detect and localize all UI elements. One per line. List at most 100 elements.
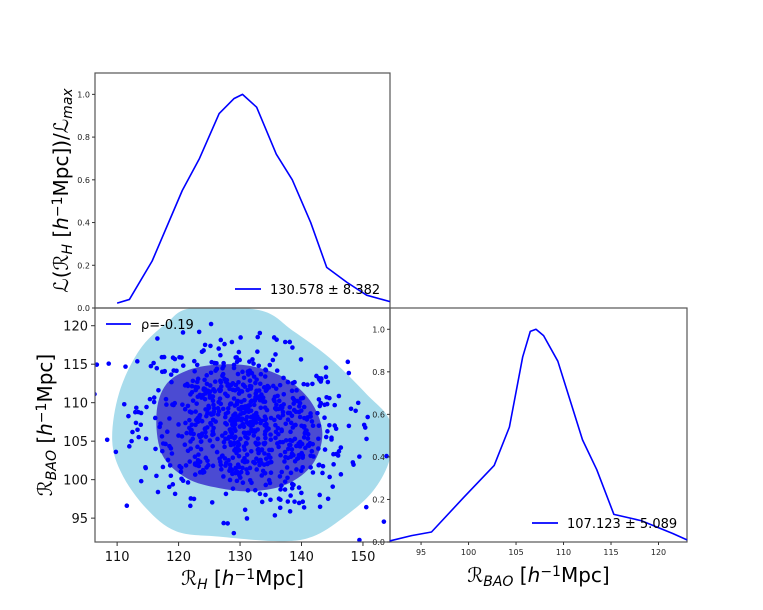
scatter-point	[300, 499, 306, 505]
scatter-point	[273, 352, 278, 357]
scatter-point	[317, 504, 323, 510]
scatter-point	[198, 439, 204, 444]
scatter-point	[210, 444, 215, 449]
panel-frame	[389, 307, 688, 543]
scatter-point	[235, 371, 241, 377]
scatter-point	[191, 496, 197, 502]
scatter-point	[135, 359, 140, 364]
scatter-point	[263, 416, 269, 422]
scatter-point	[287, 410, 293, 416]
scatter-point	[235, 462, 241, 467]
scatter-point	[310, 470, 316, 475]
scatter-point	[225, 406, 231, 411]
scatter-point	[159, 369, 165, 375]
scatter-point	[221, 360, 226, 366]
scatter-point	[230, 422, 235, 428]
scatter-point	[276, 398, 282, 404]
scatter-point	[325, 429, 330, 434]
legend-label: 130.578 ± 8.382	[270, 283, 380, 298]
scatter-point	[282, 339, 288, 345]
scatter-point	[185, 480, 191, 485]
scatter-point	[151, 395, 157, 400]
scatter-point	[241, 424, 247, 430]
scatter-point	[320, 470, 325, 476]
scatter-point	[265, 461, 270, 467]
scatter-point	[220, 453, 225, 458]
scatter-point	[129, 438, 134, 444]
scatter-point	[245, 470, 250, 476]
scatter-point	[256, 363, 262, 369]
scatter-point	[272, 513, 278, 518]
scatter-point	[225, 521, 230, 526]
scatter-point	[136, 434, 142, 440]
x-tick-label: 95	[416, 548, 426, 557]
scatter-point	[249, 370, 255, 376]
scatter-point	[211, 402, 216, 408]
scatter-point	[189, 389, 195, 395]
scatter-point	[307, 414, 313, 419]
scatter-point	[252, 487, 258, 493]
scatter-point	[197, 459, 203, 465]
y-tick-label: 0.8	[77, 133, 90, 142]
scatter-point	[348, 406, 354, 412]
y-tick-label: 0.4	[372, 453, 385, 462]
scatter-point	[183, 420, 188, 426]
scatter-point	[283, 454, 288, 460]
scatter-point	[188, 439, 193, 444]
y-tick-label: 0.0	[372, 538, 385, 547]
scatter-point	[227, 386, 232, 392]
scatter-point	[278, 497, 283, 503]
scatter-point	[203, 434, 209, 439]
scatter-point	[189, 422, 195, 428]
scatter-point	[62, 352, 67, 357]
scatter-point	[212, 388, 217, 393]
scatter-point	[188, 431, 194, 436]
scatter-point	[247, 465, 253, 471]
scatter-point	[164, 402, 169, 407]
scatter-point	[233, 355, 238, 360]
x-axis-label: ℛBAO [h−1Mpc]	[467, 563, 609, 590]
scatter-point	[243, 430, 248, 436]
scatter-point	[345, 359, 351, 365]
scatter-point	[130, 429, 135, 435]
scatter-point	[138, 422, 144, 428]
legend-label: ρ=-0.19	[141, 318, 194, 333]
scatter-point	[204, 373, 210, 378]
scatter-point	[192, 472, 198, 477]
scatter-point	[151, 360, 156, 366]
y-tick-label: 0.4	[77, 219, 90, 228]
scatter-point	[262, 451, 267, 456]
scatter-point	[176, 433, 181, 438]
scatter-point	[202, 342, 208, 348]
scatter-point	[213, 368, 218, 373]
scatter-point	[346, 423, 352, 429]
scatter-point	[323, 365, 329, 370]
scatter-point	[231, 396, 237, 401]
scatter-point	[272, 406, 278, 411]
scatter-point	[244, 467, 249, 472]
scatter-point	[213, 419, 218, 424]
y-axis-label: ℛBAO [h−1Mpc]	[33, 354, 60, 496]
y-tick-label: 0.8	[372, 368, 385, 377]
legend-label: 107.123 ± 5.089	[567, 517, 677, 532]
scatter-point	[220, 406, 226, 412]
scatter-point	[285, 475, 290, 481]
scatter-point	[215, 406, 221, 411]
scatter-point	[226, 458, 231, 463]
scatter-point	[282, 479, 288, 484]
scatter-point	[156, 388, 161, 393]
scatter-point	[283, 421, 289, 427]
scatter-point	[223, 414, 228, 420]
scatter-point	[258, 405, 264, 411]
scatter-point	[299, 490, 304, 496]
scatter-point	[247, 378, 253, 383]
scatter-point	[277, 505, 283, 511]
scatter-point	[294, 467, 299, 472]
scatter-point	[229, 339, 235, 345]
scatter-point	[308, 465, 313, 470]
scatter-point	[288, 420, 294, 426]
x-tick-label: 115	[603, 548, 618, 557]
y-tick-label: 1.0	[77, 90, 90, 99]
scatter-point	[238, 436, 243, 442]
scatter-point	[188, 503, 193, 509]
